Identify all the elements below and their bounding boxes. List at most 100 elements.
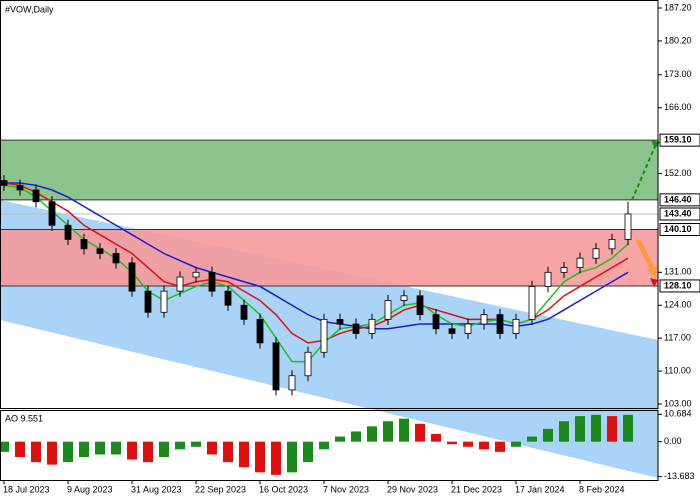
level-label: 146.40: [664, 194, 692, 204]
x-tick-label: 16 Oct 2023: [259, 484, 308, 494]
candle-body: [224, 290, 232, 306]
candle-body: [96, 248, 104, 254]
candle-body: [16, 184, 24, 191]
candle-body: [80, 238, 88, 250]
ao-bar: [463, 441, 473, 447]
ao-tick-label: 0.00: [664, 436, 682, 446]
candle-body: [416, 295, 424, 316]
x-tick-label: 29 Nov 2023: [387, 484, 438, 494]
ao-frame: [0, 410, 659, 481]
y-tick-label: 110.00: [664, 365, 691, 375]
candle-body: [208, 271, 216, 292]
ao-bar: [527, 436, 537, 442]
ao-bar: [47, 441, 57, 465]
x-tick-label: 18 Jul 2023: [3, 484, 50, 494]
ao-bar: [95, 441, 105, 455]
zone: [0, 140, 658, 200]
candle-body: [480, 314, 488, 325]
level-label: 140.10: [664, 224, 692, 234]
level-label-box: [659, 279, 700, 293]
y-tick-label: 166.00: [664, 102, 692, 112]
candle-body: [608, 238, 616, 250]
y-tick-label: 117.00: [664, 333, 691, 343]
ao-bar: [191, 441, 201, 447]
candle-body: [144, 290, 152, 313]
ao-label: AO 9.551: [5, 413, 43, 423]
ao-bar: [431, 434, 441, 442]
level-label: 143.40: [664, 208, 692, 218]
candle-body: [160, 290, 168, 313]
candle-body: [48, 201, 56, 226]
ao-bar: [351, 431, 361, 442]
level-label-box: [659, 133, 700, 147]
candle-body: [400, 295, 408, 301]
zone: [0, 229, 658, 286]
ao-bar: [559, 421, 569, 442]
level-label: 159.10: [664, 135, 692, 145]
candle-body: [64, 224, 72, 240]
ao-bar: [271, 441, 281, 475]
x-tick-label: 7 Nov 2023: [323, 484, 369, 494]
candle-body: [576, 257, 584, 269]
ao-bar: [255, 441, 265, 473]
candle-body: [240, 304, 248, 320]
candle-body: [352, 323, 360, 334]
ao-bar: [223, 441, 233, 463]
candle-body: [496, 314, 504, 334]
candle-body: [592, 248, 600, 259]
y-tick-label: 187.20: [664, 2, 692, 12]
ao-tick-label: -13.683: [664, 471, 695, 481]
ao-bar: [287, 441, 297, 473]
ao-bar: [415, 423, 425, 442]
ao-bar: [575, 416, 585, 442]
level-label-box: [659, 193, 700, 207]
candle-body: [0, 180, 8, 186]
arrow-head: [650, 278, 658, 287]
ao-bar: [15, 441, 25, 457]
ao-bar: [495, 441, 505, 452]
ao-bar: [63, 441, 73, 463]
candle-body: [528, 286, 536, 320]
candle-body: [272, 342, 280, 391]
moving-average: [3, 184, 629, 363]
candle-body: [336, 318, 344, 325]
ao-bar: [303, 441, 313, 463]
ao-bar: [239, 441, 249, 468]
candle-body: [432, 314, 440, 330]
level-label-box: [659, 207, 700, 221]
x-tick-label: 9 Aug 2023: [67, 484, 113, 494]
candle-body: [192, 271, 200, 278]
candle-body: [544, 271, 552, 287]
candle-body: [560, 267, 568, 273]
ao-bar: [479, 441, 489, 450]
ao-bar: [383, 421, 393, 442]
level-label: 128.10: [664, 280, 692, 290]
ao-bar: [335, 436, 345, 442]
candle-body: [320, 318, 328, 353]
ao-bar: [399, 418, 409, 442]
moving-average: [4, 182, 629, 330]
ao-bar: [111, 441, 121, 455]
candle-body: [464, 323, 472, 334]
candle-body: [32, 189, 40, 203]
x-tick-label: 8 Feb 2024: [579, 484, 625, 494]
ao-bar: [79, 441, 89, 457]
level-label-box: [659, 223, 700, 237]
ao-bar: [175, 441, 185, 450]
ao-bar: [447, 441, 457, 445]
chart-title: #VOW,Daily: [5, 4, 54, 14]
y-tick-label: 180.20: [664, 35, 692, 45]
candle-body: [448, 328, 456, 334]
candle-body: [176, 276, 184, 292]
ao-bar: [0, 441, 9, 452]
ao-bar: [319, 441, 329, 450]
candle-body: [288, 375, 296, 391]
x-tick-label: 21 Dec 2023: [451, 484, 502, 494]
forecast-up: [631, 143, 657, 201]
marks: [0, 174, 633, 475]
ao-bar: [511, 441, 521, 447]
y-tick-label: 131.00: [664, 267, 692, 277]
ao-bar: [127, 441, 137, 460]
x-tick-label: 31 Aug 2023: [131, 484, 182, 494]
